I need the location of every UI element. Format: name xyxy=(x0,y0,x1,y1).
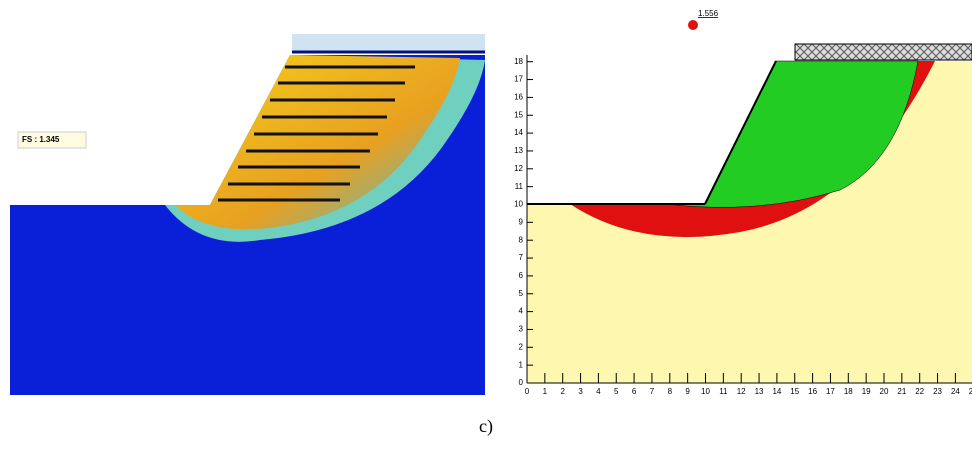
x-tick-label: 2 xyxy=(560,387,565,396)
y-tick-label: 3 xyxy=(519,325,524,334)
x-tick-label: 1 xyxy=(543,387,548,396)
x-tick-label: 3 xyxy=(578,387,583,396)
sliding-mass xyxy=(664,60,919,208)
y-tick-label: 17 xyxy=(514,75,523,84)
fs-box xyxy=(17,131,87,149)
x-tick-label: 8 xyxy=(668,387,673,396)
y-tick-label: 6 xyxy=(519,271,524,280)
x-tick-label: 24 xyxy=(951,387,960,396)
x-tick-label: 19 xyxy=(862,387,871,396)
x-tick-label: 7 xyxy=(650,387,655,396)
slope-line xyxy=(704,60,777,205)
fs-label: 1.556 xyxy=(698,9,719,18)
y-tick-label: 4 xyxy=(519,307,524,316)
x-tick-label: 22 xyxy=(915,387,924,396)
y-tick-label: 11 xyxy=(515,182,524,191)
y-tick-label: 9 xyxy=(519,217,524,226)
x-tick-label: 21 xyxy=(897,387,906,396)
surcharge xyxy=(794,43,972,61)
y-tick-label: 0 xyxy=(519,378,524,387)
x-tick-label: 18 xyxy=(844,387,853,396)
reinforcement xyxy=(218,65,415,202)
x-tick-label: 5 xyxy=(614,387,619,396)
x-tick-label: 23 xyxy=(933,387,942,396)
x-tick-label: 0 xyxy=(525,387,530,396)
y-tick-label: 13 xyxy=(514,146,523,155)
x-tick-label: 9 xyxy=(685,387,690,396)
x-tick-label: 6 xyxy=(632,387,637,396)
slip-center xyxy=(688,20,698,30)
x-tick-label: 20 xyxy=(880,387,889,396)
y-tick-label: 16 xyxy=(514,93,523,102)
y-tick-label: 5 xyxy=(519,289,524,298)
le-panel: 1.556 0 1 2 3 4 5 6 7 8 9 10 11 12 13 14 15 16 17 18 19 20 21… xyxy=(514,9,972,396)
surcharge xyxy=(292,34,485,52)
y-tick-label: 15 xyxy=(514,110,523,119)
caption: c) xyxy=(479,416,493,437)
y-tick-label: 8 xyxy=(519,235,524,244)
x-tick-label: 15 xyxy=(790,387,799,396)
x-tick-label: 10 xyxy=(701,387,710,396)
x-tick-label: 17 xyxy=(826,387,835,396)
x-tick-label: 12 xyxy=(737,387,746,396)
y-tick-label: 14 xyxy=(514,128,523,137)
y-tick-label: 10 xyxy=(514,200,523,209)
x-tick-label: 25 xyxy=(969,387,972,396)
x-tick-label: 16 xyxy=(808,387,817,396)
x-tick-label: 13 xyxy=(755,387,764,396)
y-tick-label: 12 xyxy=(514,164,523,173)
fem-panel: FS : 1.345 xyxy=(10,34,485,395)
y-tick-label: 18 xyxy=(514,57,523,66)
x-tick-label: 14 xyxy=(772,387,781,396)
x-tick-label: 4 xyxy=(596,387,601,396)
y-tick-label: 7 xyxy=(519,253,524,262)
y-tick-label: 1 xyxy=(519,360,524,369)
x-tick-label: 11 xyxy=(719,387,728,396)
y-tick-label: 2 xyxy=(519,342,524,351)
fs-label: FS : 1.345 xyxy=(22,135,60,144)
